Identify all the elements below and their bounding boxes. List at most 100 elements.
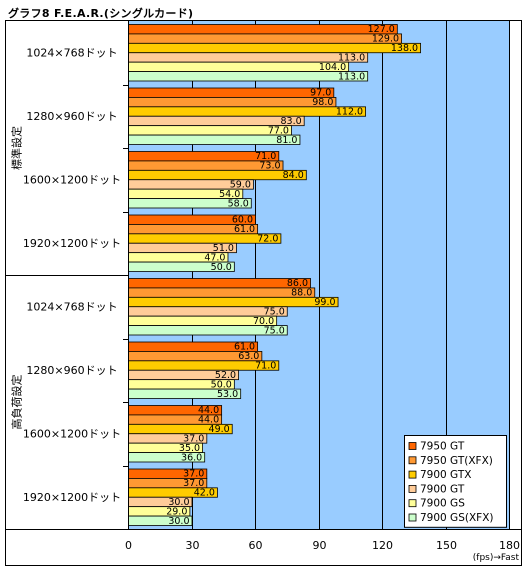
chart-title: グラフ8 F.E.A.R.(シングルカード) — [8, 7, 194, 20]
legend-label: 7900 GT — [420, 483, 465, 495]
bar — [128, 87, 335, 98]
data-label: 52.0 — [215, 370, 236, 381]
category-label: 1920×1200ドット — [23, 237, 121, 250]
data-label: 97.0 — [310, 88, 331, 99]
data-label: 29.0 — [166, 506, 187, 517]
data-label: 60.0 — [232, 215, 253, 226]
data-label: 81.0 — [276, 135, 297, 146]
data-label: 99.0 — [314, 297, 335, 308]
data-label: 98.0 — [312, 97, 333, 108]
legend-label: 7900 GS — [420, 498, 465, 510]
x-tick-label: 90 — [313, 539, 327, 552]
bar — [128, 42, 422, 54]
x-tick-label: 0 — [125, 539, 132, 552]
bar — [128, 169, 307, 181]
legend-swatch — [408, 484, 417, 493]
data-label: 58.0 — [228, 198, 249, 209]
data-label: 49.0 — [209, 424, 230, 435]
data-label: 59.0 — [230, 179, 251, 190]
category-label: 1600×1200ドット — [23, 173, 121, 186]
category-labels: 標準設定 1024×768ドット 1280×960ドット 1600×1200ドット 19… — [6, 46, 128, 504]
legend-swatch — [408, 442, 417, 450]
data-label: 84.0 — [283, 170, 304, 181]
bar — [128, 134, 301, 145]
data-label: 113.0 — [338, 71, 365, 82]
data-label: 50.0 — [211, 262, 232, 273]
data-label: 71.0 — [255, 151, 276, 162]
bar — [128, 71, 369, 82]
data-label: 35.0 — [179, 443, 200, 454]
data-label: 61.0 — [234, 224, 255, 235]
data-label: 44.0 — [198, 415, 219, 426]
legend-box — [404, 435, 507, 528]
data-label: 47.0 — [204, 252, 225, 263]
group-label: 高負荷設定 — [10, 375, 24, 430]
data-label: 83.0 — [281, 116, 302, 127]
data-label: 30.0 — [168, 497, 189, 508]
data-label: 88.0 — [291, 288, 312, 299]
category-label: 1600×1200ドット — [23, 427, 121, 440]
data-label: 61.0 — [234, 342, 255, 353]
legend-label: 7900 GTX — [420, 469, 471, 481]
x-tick-label: 30 — [186, 539, 200, 552]
data-label: 112.0 — [336, 107, 363, 118]
bar — [128, 296, 339, 308]
data-label: 37.0 — [183, 478, 204, 489]
group-label: 標準設定 — [10, 126, 24, 170]
bar — [128, 115, 305, 127]
data-label: 73.0 — [259, 161, 280, 172]
bar — [128, 33, 402, 44]
data-label: 63.0 — [238, 351, 259, 362]
data-label: 129.0 — [372, 34, 399, 45]
data-label: 71.0 — [255, 361, 276, 372]
data-label: 86.0 — [287, 278, 308, 289]
bar — [128, 61, 350, 72]
bar — [128, 106, 366, 117]
data-label: 70.0 — [253, 316, 274, 327]
legend-swatch — [408, 513, 417, 522]
data-label: 75.0 — [264, 325, 285, 336]
category-label: 1024×768ドット — [26, 46, 117, 59]
data-label: 37.0 — [183, 433, 204, 444]
data-label: 37.0 — [183, 469, 204, 480]
data-label: 104.0 — [319, 62, 346, 73]
data-label: 30.0 — [168, 516, 189, 527]
x-tick-label: 150 — [436, 539, 457, 552]
data-label: 138.0 — [391, 43, 418, 54]
x-tick-label: 120 — [372, 539, 393, 552]
data-label: 75.0 — [264, 306, 285, 317]
data-label: 50.0 — [211, 379, 232, 390]
bar — [128, 278, 311, 289]
x-axis: 0 30 60 90 120 150 180(fps)→Fast — [6, 21, 521, 563]
bar — [128, 24, 398, 35]
x-tick-label: 180 — [499, 539, 520, 552]
bar — [128, 97, 337, 108]
legend-label: 7900 GS(XFX) — [420, 512, 493, 524]
legend-swatch — [408, 456, 417, 465]
data-label: 36.0 — [181, 452, 202, 463]
data-label: 72.0 — [257, 234, 278, 245]
bar — [128, 287, 316, 298]
legend-label: 7950 GT(XFX) — [420, 455, 493, 467]
category-label: 1920×1200ドット — [23, 491, 121, 504]
category-label: 1280×960ドット — [26, 364, 117, 377]
data-label: 127.0 — [368, 24, 395, 35]
data-label: 113.0 — [338, 52, 365, 63]
x-axis-unit: (fps)→Fast — [473, 553, 520, 563]
bar — [128, 52, 369, 63]
data-label: 42.0 — [194, 488, 215, 499]
legend-swatch — [408, 470, 417, 479]
legend: 7950 GT 7950 GT(XFX) 7900 GTX 7900 GT 7900 G… — [404, 435, 507, 528]
legend-label: 7950 GT — [420, 441, 465, 453]
data-label: 51.0 — [213, 243, 234, 254]
category-label: 1280×960ドット — [26, 110, 117, 123]
data-label: 54.0 — [219, 189, 240, 200]
data-label: 44.0 — [198, 405, 219, 416]
legend-swatch — [408, 499, 417, 508]
x-tick-label: 60 — [249, 539, 263, 552]
data-label: 53.0 — [217, 389, 238, 400]
category-label: 1024×768ドット — [26, 300, 117, 313]
data-label: 77.0 — [268, 125, 289, 136]
